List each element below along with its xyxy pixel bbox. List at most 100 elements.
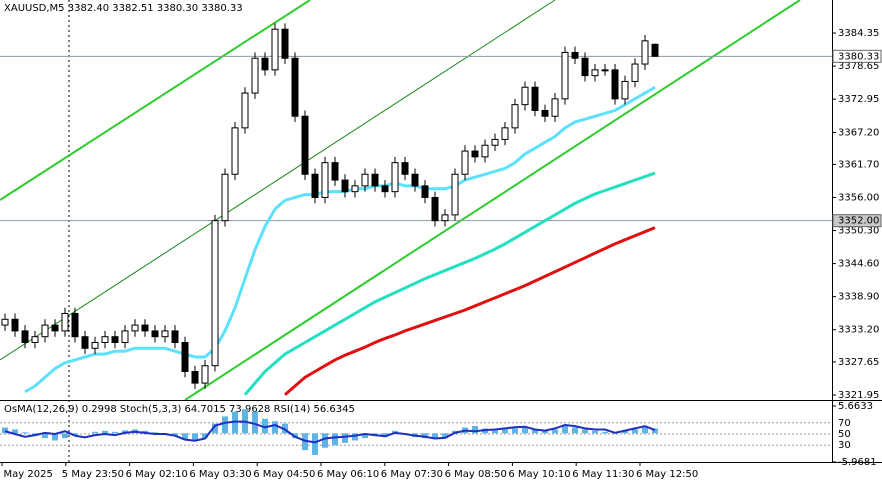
candle-body: [501, 127, 509, 140]
candle-body: [581, 57, 589, 77]
candle-body: [341, 179, 349, 193]
candle-body: [431, 196, 439, 222]
candle-body: [611, 69, 619, 100]
osma-bar: [502, 429, 508, 434]
candle-body: [521, 86, 529, 106]
osma-bar: [492, 429, 498, 434]
candle-body: [331, 162, 339, 181]
candle-body: [591, 69, 599, 77]
channel-lower: [184, 0, 801, 401]
osma-bar: [632, 429, 638, 434]
osma-bar: [362, 433, 368, 439]
candle-body: [621, 80, 629, 100]
osma-bar: [262, 418, 268, 434]
candle-body: [251, 57, 259, 94]
candle-body: [151, 330, 159, 338]
candle-body: [111, 336, 119, 343]
candle-body: [231, 127, 239, 175]
y-tick-label: 3378.65: [838, 61, 879, 72]
candle-body: [531, 86, 539, 111]
candle-body: [511, 104, 519, 129]
osma-bar: [552, 429, 558, 434]
moving-average: [24, 85, 656, 394]
candle-body: [41, 324, 49, 338]
candle-body: [181, 341, 189, 373]
x-tick-label: 5 May 2025: [0, 469, 53, 480]
osma-bar: [352, 433, 358, 441]
candle-body: [311, 173, 319, 198]
osma-bar: [92, 431, 98, 434]
channel-upper: [0, 0, 311, 201]
candle-body: [211, 220, 219, 367]
candle-body: [651, 43, 659, 57]
osma-bar: [202, 433, 208, 439]
osma-bar: [602, 431, 608, 434]
level-label: 70: [838, 418, 851, 429]
osma-bar: [122, 430, 128, 434]
osma-bar: [582, 429, 588, 434]
rsi-line: [4, 420, 656, 444]
candle-body: [551, 98, 559, 117]
candle-body: [641, 40, 649, 65]
candle-body: [161, 330, 169, 338]
osma-bar: [532, 429, 538, 434]
chart-title: XAUUSD,M5 3382.40 3382.51 3380.30 3380.3…: [4, 3, 243, 14]
y-tick-label: 3384.35: [838, 28, 879, 39]
candle-body: [441, 214, 449, 222]
x-tick-label: 6 May 11:30: [572, 469, 634, 480]
candle-body: [71, 312, 79, 338]
candle-body: [541, 109, 549, 117]
osma-bar: [212, 423, 218, 434]
candle-body: [421, 185, 429, 198]
osma-bar: [192, 433, 198, 441]
indicator-tick-label: 5.6633: [838, 401, 873, 412]
osma-bar: [322, 433, 328, 448]
x-tick-label: 6 May 03:30: [189, 469, 251, 480]
candle-body: [571, 51, 579, 59]
candle-body: [31, 336, 39, 343]
x-tick-label: 6 May 02:10: [126, 469, 188, 480]
osma-bar: [422, 433, 428, 439]
x-tick-label: 6 May 10:10: [508, 469, 570, 480]
candle-body: [241, 92, 249, 129]
candle-body: [351, 185, 359, 193]
moving-average: [243, 171, 656, 396]
candle-body: [191, 371, 199, 384]
osma-bar: [432, 433, 438, 440]
candle-body: [221, 173, 229, 222]
osma-bar: [312, 433, 318, 455]
osma-bar: [642, 427, 648, 434]
osma-bar: [592, 430, 598, 434]
candle-body: [561, 51, 569, 100]
candle-body: [21, 330, 29, 343]
y-tick-label: 3361.70: [838, 159, 879, 170]
candle-body: [201, 365, 209, 384]
candle-body: [471, 150, 479, 158]
candle-body: [381, 185, 389, 193]
candle-body: [171, 330, 179, 343]
candle-body: [321, 162, 329, 198]
candle-body: [271, 28, 279, 71]
y-tick-label: 3321.95: [838, 390, 879, 401]
candle-body: [131, 324, 139, 332]
indicator-title: OsMA(12,26,9) 0.2998 Stoch(5,3,3) 64.701…: [4, 404, 355, 415]
candle-body: [121, 330, 129, 343]
candle-body: [11, 318, 19, 332]
moving-average: [284, 226, 656, 396]
y-tick-label: 3327.65: [838, 357, 879, 368]
x-tick-label: 6 May 06:10: [317, 469, 379, 480]
osma-bar: [72, 433, 78, 436]
osma-bar: [112, 431, 118, 434]
y-tick-label: 3372.95: [838, 94, 879, 105]
candle-body: [281, 28, 289, 59]
osma-bar: [52, 433, 58, 441]
candle-body: [481, 144, 489, 158]
y-tick-label: 3338.90: [838, 292, 879, 303]
osma-bar: [572, 427, 578, 434]
osma-bar: [562, 426, 568, 434]
candle-body: [391, 162, 399, 193]
candle-body: [51, 324, 59, 332]
osma-bar: [222, 416, 228, 434]
x-tick-label: 6 May 08:50: [445, 469, 507, 480]
